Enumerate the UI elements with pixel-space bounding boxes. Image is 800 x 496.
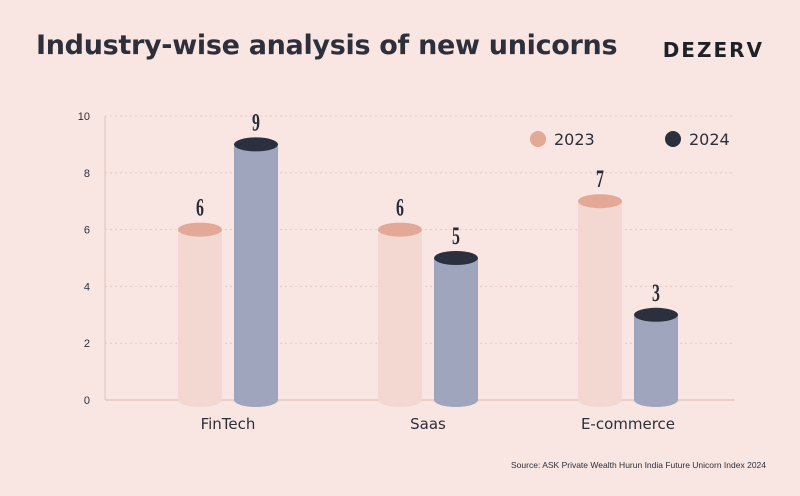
bars-layer (178, 137, 678, 407)
y-tick-label: 6 (84, 225, 90, 237)
bar-body (434, 258, 478, 400)
data-label: 6 (396, 193, 404, 222)
bar-2023-Saas (378, 222, 422, 407)
bar-base (578, 393, 622, 407)
legend-label: 2023 (554, 130, 595, 149)
bar-body (234, 144, 278, 400)
bar-base (234, 393, 278, 407)
bar-body (378, 229, 422, 400)
legend: 2023 2024 (530, 130, 730, 149)
bar-2024-E-commerce (634, 307, 678, 407)
brand-logo: DEZERV (662, 38, 764, 62)
bar-2023-E-commerce (578, 194, 622, 407)
source-note: Source: ASK Private Wealth Hurun India F… (511, 460, 766, 470)
legend-marker (530, 131, 546, 147)
data-label: 6 (196, 193, 204, 222)
bar-top (434, 251, 478, 265)
bar-base (178, 393, 222, 407)
bar-top (634, 307, 678, 322)
legend-label: 2024 (689, 130, 730, 149)
chart-title: Industry-wise analysis of new unicorns (36, 30, 618, 61)
y-axis: 0 2 4 6 8 10 (78, 111, 106, 407)
bar-2024-Saas (434, 251, 478, 407)
bar-top (578, 194, 622, 209)
bar-body (178, 229, 222, 400)
bar-body (578, 201, 622, 400)
bar-top (378, 222, 422, 237)
bar-top (234, 137, 278, 152)
bar-2024-FinTech (234, 137, 278, 407)
y-tick-label: 8 (84, 168, 90, 180)
bar-base (378, 393, 422, 407)
x-category-label: FinTech (201, 415, 256, 433)
y-tick-label: 0 (84, 395, 90, 407)
x-category-label: Saas (410, 415, 446, 433)
data-label: 9 (252, 108, 260, 137)
data-labels: 6 6 7 9 5 3 (196, 108, 660, 307)
x-axis: FinTech Saas E-commerce (201, 415, 675, 433)
y-tick-label: 2 (84, 338, 90, 350)
data-label: 3 (652, 278, 660, 307)
y-tick-label: 10 (78, 111, 90, 123)
x-category-label: E-commerce (581, 415, 675, 433)
legend-marker (665, 131, 681, 147)
data-label: 7 (596, 164, 604, 193)
bar-base (634, 393, 678, 407)
bar-2023-FinTech (178, 222, 222, 407)
bar-body (634, 314, 678, 400)
data-label: 5 (452, 221, 460, 250)
bar-base (434, 393, 478, 407)
y-tick-label: 4 (84, 281, 90, 293)
bar-top (178, 222, 222, 237)
